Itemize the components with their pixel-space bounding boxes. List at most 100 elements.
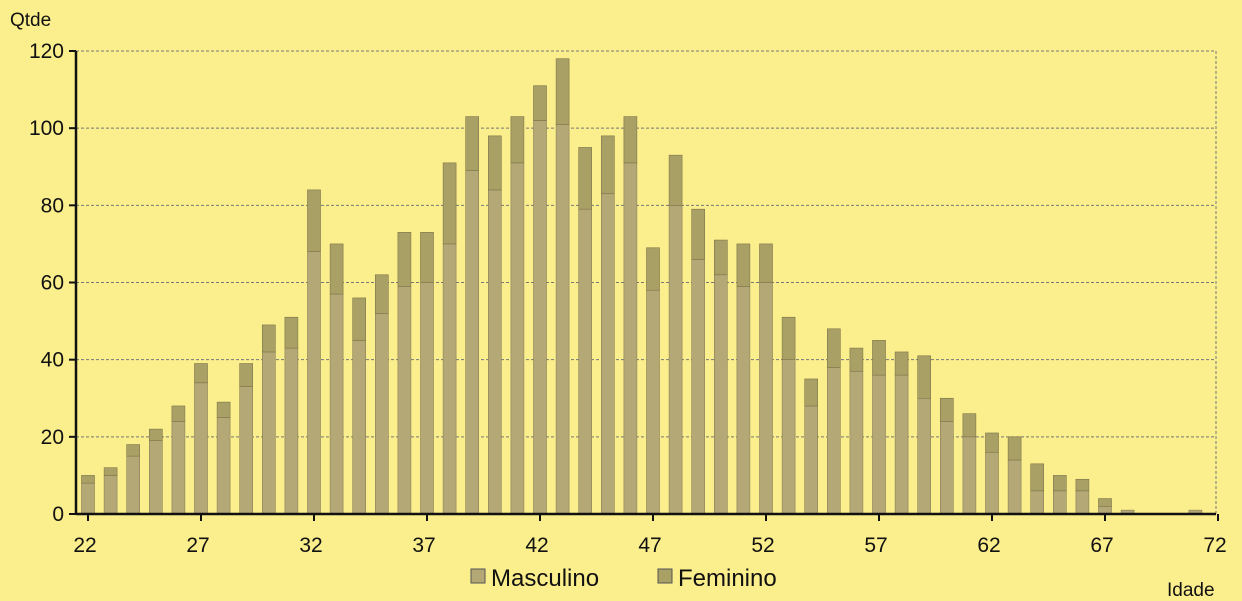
bar-masculino bbox=[487, 189, 502, 515]
bar-masculino bbox=[691, 259, 706, 515]
bar-masculino bbox=[623, 162, 638, 515]
bar-feminino bbox=[713, 239, 728, 276]
bar-masculino bbox=[397, 286, 412, 515]
bar-feminino bbox=[442, 162, 457, 245]
bar-masculino bbox=[216, 417, 231, 515]
bar-masculino bbox=[759, 282, 773, 515]
bar-masculino bbox=[939, 421, 954, 515]
x-tick-label: 42 bbox=[525, 534, 548, 557]
x-tick-label: 47 bbox=[638, 534, 661, 557]
bar-masculino bbox=[284, 347, 299, 515]
bar-feminino bbox=[261, 324, 276, 353]
legend: Masculino Feminino bbox=[470, 565, 777, 592]
bar-masculino bbox=[668, 205, 683, 515]
bar-masculino bbox=[713, 274, 728, 515]
y-tick-label: 80 bbox=[41, 194, 64, 217]
legend-feminino-swatch bbox=[657, 568, 673, 584]
bar-feminino bbox=[894, 351, 909, 376]
bar-masculino bbox=[126, 455, 140, 515]
x-tick-label: 72 bbox=[1203, 534, 1226, 557]
bar-feminino bbox=[216, 401, 231, 418]
bar-feminino bbox=[736, 243, 751, 287]
bar-feminino bbox=[487, 135, 502, 191]
bar-feminino bbox=[397, 232, 412, 287]
y-tick-label: 40 bbox=[41, 349, 64, 372]
bar-feminino bbox=[759, 243, 773, 283]
bar-feminino bbox=[374, 274, 389, 314]
bar-feminino bbox=[646, 247, 660, 291]
bar-masculino bbox=[239, 386, 253, 515]
bar-masculino bbox=[352, 340, 367, 515]
bar-feminino bbox=[352, 297, 367, 341]
bar-feminino bbox=[600, 135, 615, 195]
bar-masculino bbox=[171, 421, 186, 515]
bar-feminino bbox=[420, 232, 434, 283]
bar-feminino bbox=[1053, 475, 1067, 492]
bar-feminino bbox=[578, 147, 593, 210]
bar-masculino bbox=[736, 286, 751, 515]
x-tick-label: 57 bbox=[864, 534, 887, 557]
bar-feminino bbox=[917, 355, 932, 399]
bar-feminino bbox=[126, 444, 140, 457]
x-tick-label: 32 bbox=[299, 534, 322, 557]
bar-feminino bbox=[171, 405, 186, 422]
bar-masculino bbox=[578, 208, 593, 515]
y-tick-label: 120 bbox=[29, 40, 64, 63]
bar-masculino bbox=[149, 440, 163, 515]
bar-feminino bbox=[510, 116, 525, 164]
bar-masculino bbox=[420, 282, 434, 515]
bar-feminino bbox=[465, 116, 480, 171]
x-tick-label: 52 bbox=[751, 534, 774, 557]
bar-feminino bbox=[284, 316, 299, 349]
bar-masculino bbox=[261, 351, 276, 515]
bar-masculino bbox=[533, 120, 547, 515]
bar-masculino bbox=[962, 436, 977, 515]
bar-feminino bbox=[555, 58, 570, 125]
x-tick-label: 62 bbox=[977, 534, 1000, 557]
bar-masculino bbox=[374, 313, 389, 515]
bar-feminino bbox=[1075, 478, 1090, 492]
bar-feminino bbox=[307, 189, 321, 252]
bar-masculino bbox=[1053, 490, 1067, 515]
bar-masculino bbox=[600, 193, 615, 515]
bar-feminino bbox=[691, 208, 706, 260]
bar-masculino bbox=[465, 170, 480, 515]
bar-masculino bbox=[849, 370, 864, 515]
bar-feminino bbox=[962, 413, 977, 438]
bar-masculino bbox=[826, 367, 841, 515]
bar-feminino bbox=[1098, 498, 1112, 507]
bar-feminino bbox=[81, 475, 95, 484]
bar-feminino bbox=[533, 85, 547, 121]
bar-masculino bbox=[103, 475, 118, 515]
bar-feminino bbox=[194, 363, 208, 384]
y-tick-label: 60 bbox=[41, 272, 64, 295]
legend-masculino-label: Masculino bbox=[491, 565, 599, 592]
x-tick-label: 67 bbox=[1090, 534, 1113, 557]
y-tick-label: 0 bbox=[52, 503, 64, 526]
bar-feminino bbox=[872, 340, 886, 376]
bar-masculino bbox=[510, 162, 525, 515]
bar-masculino bbox=[307, 251, 321, 515]
bar-masculino bbox=[1030, 490, 1044, 515]
bar-masculino bbox=[872, 374, 886, 515]
bar-feminino bbox=[668, 154, 683, 206]
x-tick-label: 37 bbox=[412, 534, 435, 557]
bar-feminino bbox=[1007, 436, 1022, 461]
bar-masculino bbox=[81, 482, 95, 515]
bar-masculino bbox=[917, 397, 932, 515]
bar-masculino bbox=[781, 359, 796, 515]
bar-feminino bbox=[781, 316, 796, 360]
bar-masculino bbox=[894, 374, 909, 515]
bar-feminino bbox=[804, 378, 819, 407]
bar-masculino bbox=[804, 405, 819, 515]
y-tick-label: 100 bbox=[29, 117, 64, 140]
bar-feminino bbox=[1030, 463, 1044, 492]
bar-masculino bbox=[194, 382, 208, 515]
bar-masculino bbox=[329, 293, 344, 515]
x-tick-label: 22 bbox=[73, 534, 96, 557]
bar-masculino bbox=[1075, 490, 1090, 515]
bar-masculino bbox=[1007, 459, 1022, 515]
bar-masculino bbox=[646, 289, 660, 515]
y-tick-label: 20 bbox=[41, 426, 64, 449]
